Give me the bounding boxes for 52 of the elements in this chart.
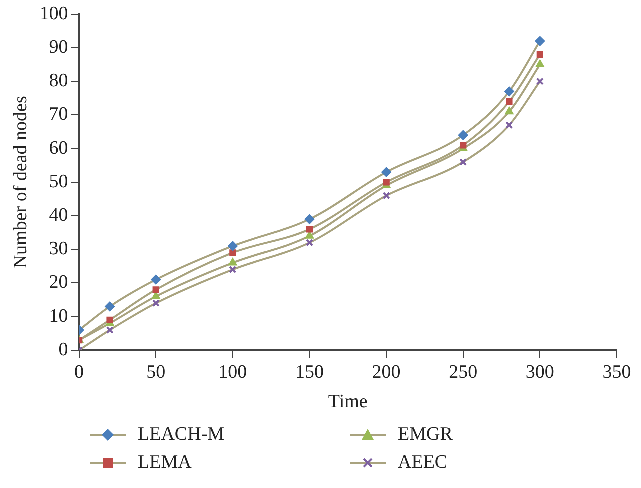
legend-label: LEACH-M bbox=[138, 424, 225, 446]
point bbox=[382, 167, 392, 178]
point bbox=[106, 326, 114, 334]
point bbox=[506, 121, 514, 130]
point bbox=[152, 300, 160, 308]
x-tick-label: 50 bbox=[146, 362, 166, 383]
point bbox=[106, 316, 114, 324]
point bbox=[535, 36, 546, 46]
point bbox=[460, 158, 468, 166]
legend-label: LEMA bbox=[138, 452, 192, 474]
point bbox=[152, 286, 160, 294]
x-tick-label: 0 bbox=[74, 362, 84, 383]
x-tick-label: 200 bbox=[372, 362, 401, 383]
point bbox=[536, 60, 545, 68]
y-tick-label: 50 bbox=[49, 171, 68, 192]
y-tick-label: 10 bbox=[49, 306, 68, 327]
point bbox=[458, 130, 468, 140]
point bbox=[306, 239, 314, 247]
y-axis-title: Number of dead nodes bbox=[10, 96, 32, 269]
point bbox=[504, 86, 514, 97]
y-tick-label: 70 bbox=[49, 104, 68, 126]
x-tick-label: 300 bbox=[526, 362, 554, 383]
point bbox=[506, 98, 513, 106]
y-tick-label: 0 bbox=[58, 339, 68, 360]
y-tick-label: 80 bbox=[49, 70, 68, 92]
point bbox=[105, 302, 116, 312]
point bbox=[228, 241, 238, 252]
legend-label: EMGR bbox=[398, 424, 453, 446]
point bbox=[304, 214, 315, 224]
y-tick-label: 40 bbox=[49, 204, 68, 226]
point bbox=[230, 250, 236, 256]
point bbox=[306, 226, 314, 233]
y-tick-label: 90 bbox=[49, 36, 68, 58]
point bbox=[151, 274, 162, 285]
point bbox=[536, 51, 544, 58]
legend-label: AEEC bbox=[398, 452, 448, 474]
point bbox=[382, 192, 390, 200]
y-tick-label: 100 bbox=[40, 3, 68, 24]
y-tick-label: 20 bbox=[49, 272, 68, 294]
x-tick-label: 250 bbox=[449, 362, 478, 383]
point bbox=[228, 258, 238, 266]
x-tick-label: 150 bbox=[295, 362, 324, 383]
point bbox=[460, 142, 467, 149]
y-tick-label: 30 bbox=[49, 238, 68, 260]
x-axis-title: Time bbox=[328, 392, 368, 413]
point bbox=[505, 106, 514, 115]
x-tick-label: 350 bbox=[602, 362, 632, 383]
point bbox=[229, 266, 237, 274]
y-tick-label: 60 bbox=[49, 138, 68, 159]
x-tick-label: 100 bbox=[218, 362, 248, 383]
point bbox=[536, 78, 544, 86]
point bbox=[383, 179, 390, 186]
